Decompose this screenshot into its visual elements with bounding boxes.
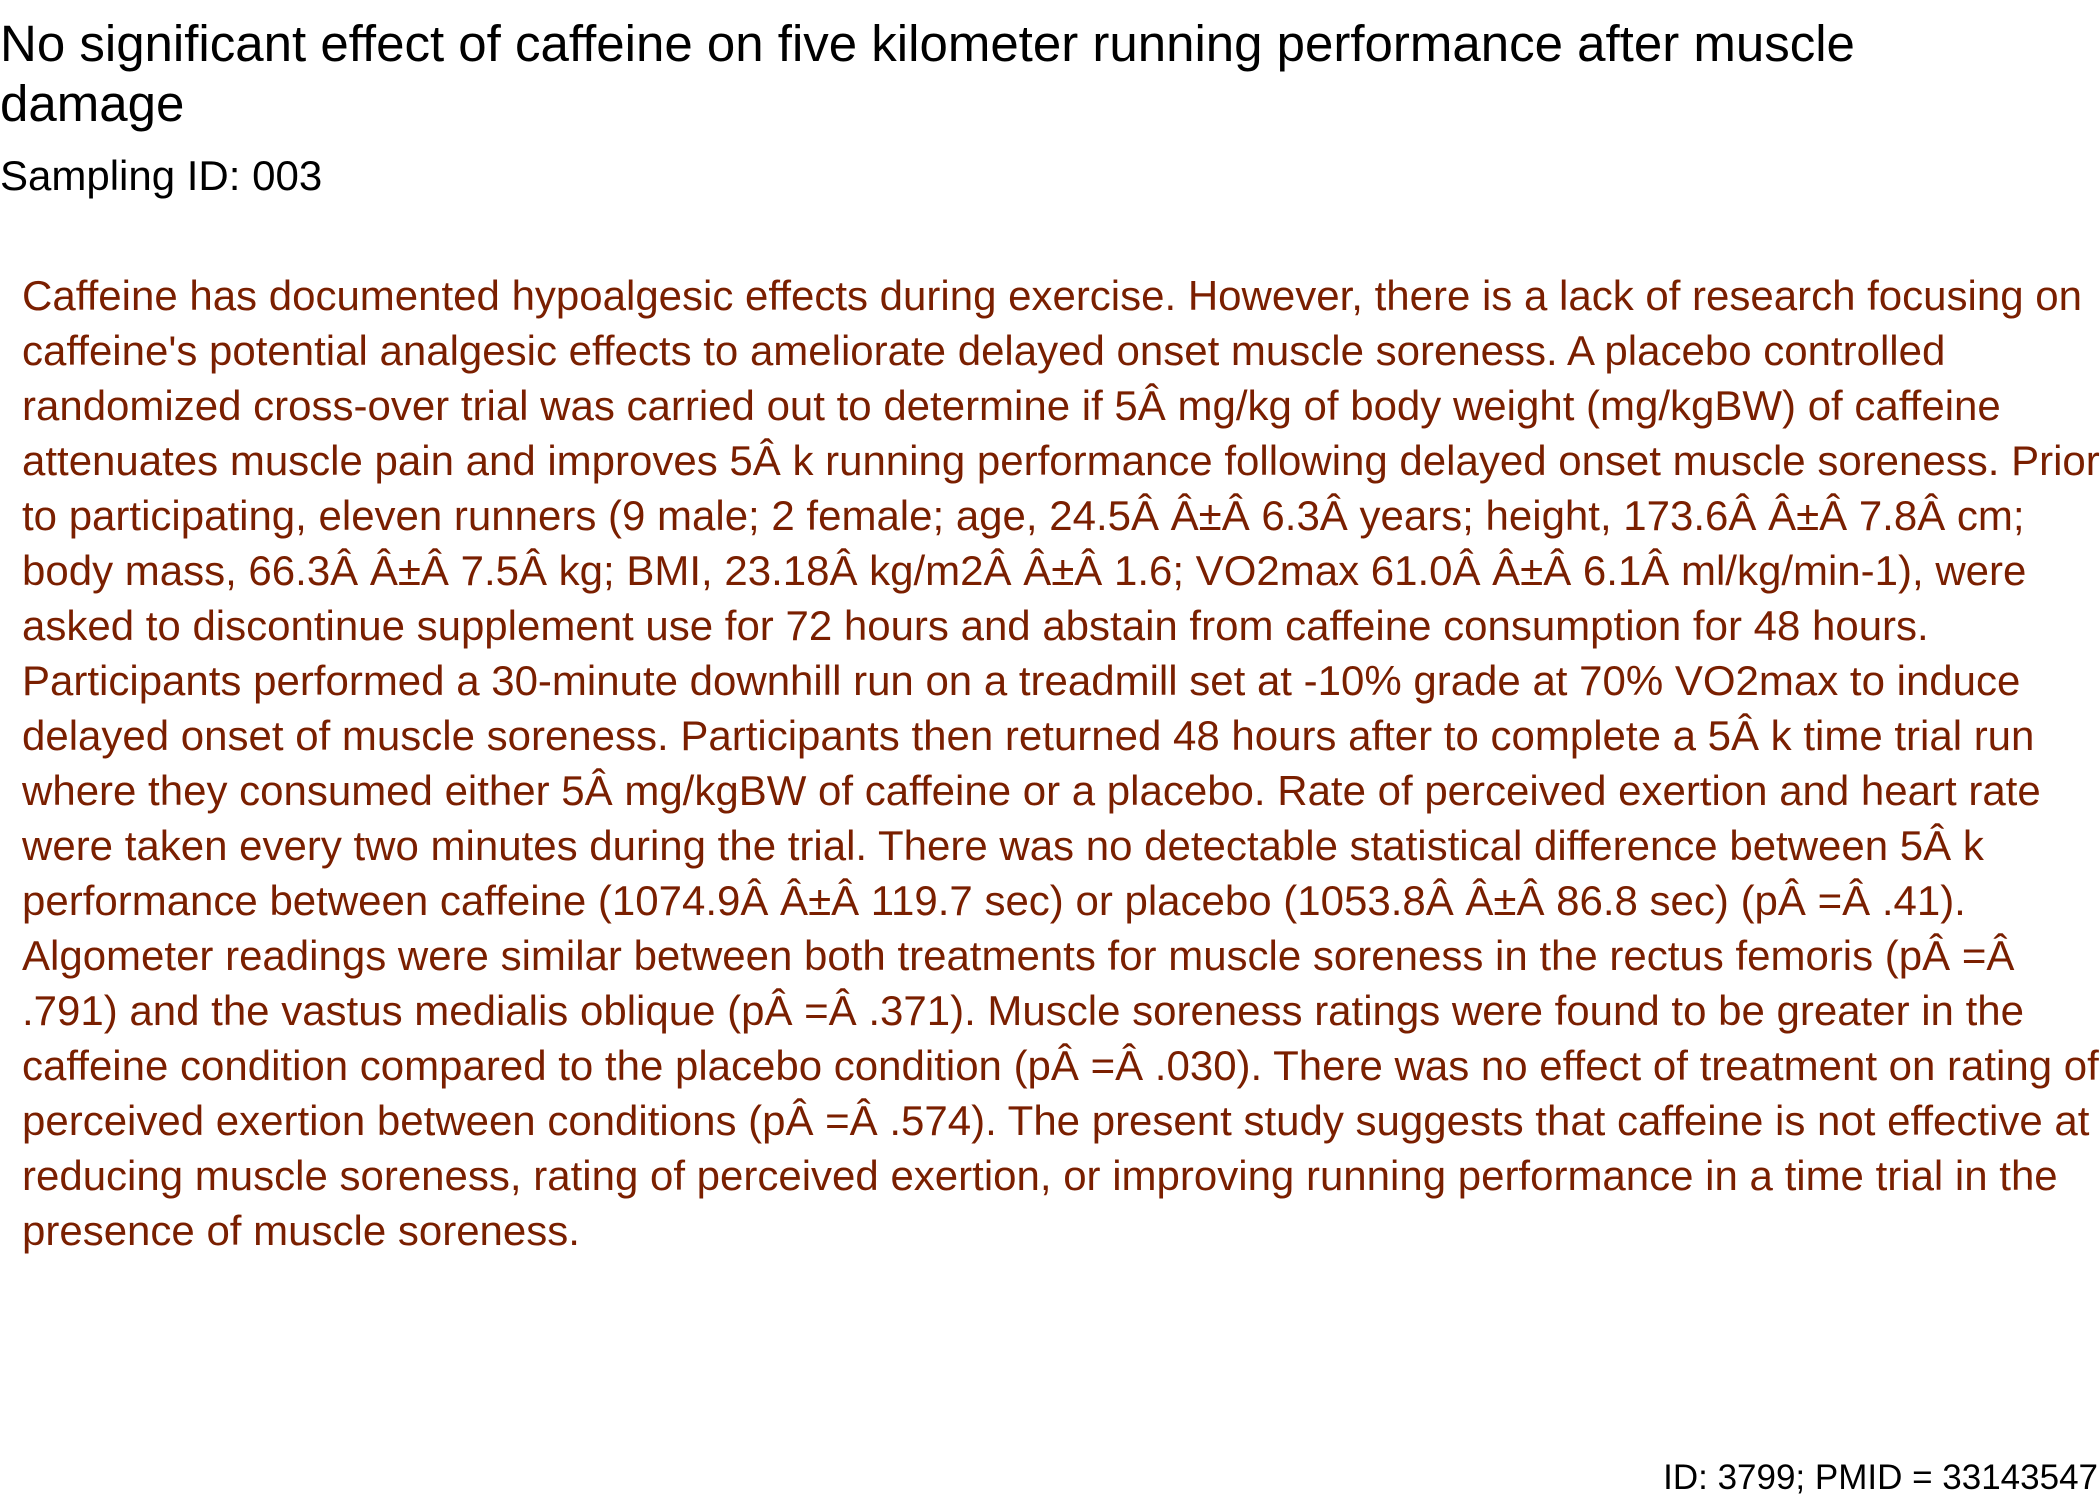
abstract-text: Caffeine has documented hypoalgesic effe…: [22, 272, 2100, 1254]
document-id-footer: ID: 3799; PMID = 33143547: [1663, 1458, 2098, 1497]
sampling-id: Sampling ID: 003: [0, 152, 323, 199]
document-title: No significant effect of caffeine on fiv…: [0, 15, 1855, 132]
